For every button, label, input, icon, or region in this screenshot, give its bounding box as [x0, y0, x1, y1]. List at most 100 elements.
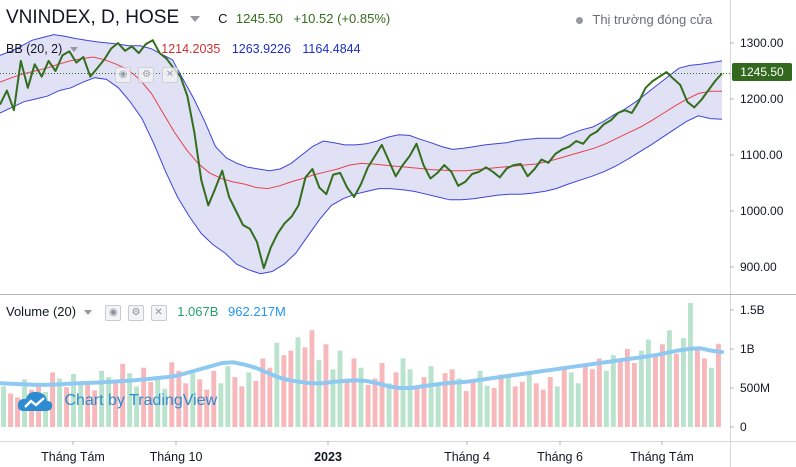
- volume-bar: [421, 377, 427, 427]
- close-label: C: [218, 11, 228, 26]
- volume-bar: [218, 383, 224, 427]
- volume-bar: [379, 363, 385, 427]
- volume-bar: [674, 353, 679, 427]
- volume-bar: [106, 377, 112, 427]
- volume-ma-value: 962.217M: [228, 304, 286, 319]
- volume-value: 1.067B: [177, 304, 219, 319]
- volume-ma-line: [0, 346, 724, 390]
- volume-bar: [624, 349, 630, 427]
- last-price-tag: 1245.50: [732, 63, 792, 81]
- volume-bar: [92, 390, 98, 427]
- volume-bar: [239, 386, 245, 427]
- remove-close-icon[interactable]: ✕: [161, 66, 178, 83]
- volume-bar: [337, 350, 343, 427]
- volume-bar: [64, 387, 69, 427]
- symbol-dropdown-icon[interactable]: [189, 15, 200, 22]
- bb-dropdown-icon[interactable]: [69, 47, 78, 53]
- volume-bar: [688, 303, 693, 427]
- volume-bar: [519, 381, 525, 427]
- volume-bar: [288, 350, 294, 427]
- volume-bar: [477, 370, 483, 427]
- visibility-eye-icon[interactable]: ◉: [115, 66, 131, 83]
- volume-bar: [169, 362, 175, 427]
- volume-bar: [99, 370, 105, 427]
- change-value: +10.52 (+0.85%): [293, 11, 391, 26]
- volume-bar: [695, 349, 700, 427]
- volume-bar: [681, 338, 686, 427]
- volume-bar: [8, 393, 13, 427]
- volume-bar: [120, 363, 126, 427]
- volume-bar: [50, 372, 55, 427]
- volume-bar: [1, 386, 7, 427]
- bb-lower-value: 1164.4844: [302, 42, 361, 56]
- volume-bar: [575, 383, 581, 427]
- volume-bar: [407, 369, 413, 427]
- volume-bar: [498, 374, 504, 427]
- volume-bar: [358, 367, 364, 427]
- volume-bar: [653, 356, 658, 427]
- volume-bar: [260, 358, 266, 427]
- volume-bar: [323, 344, 329, 427]
- volume-bar: [183, 383, 189, 427]
- bb-label[interactable]: BB (20, 2): [6, 42, 63, 56]
- volume-bar: [204, 389, 210, 427]
- volume-bar: [610, 355, 616, 427]
- volume-bar: [197, 379, 203, 427]
- volume-bar: [533, 383, 539, 427]
- volume-bar: [351, 358, 357, 427]
- time-tick-label: 2023: [314, 450, 342, 464]
- volume-bar: [302, 347, 308, 427]
- volume-settings-gear-icon[interactable]: ⚙: [127, 304, 144, 321]
- market-status-label: Thị trường đóng cửa: [592, 12, 713, 27]
- volume-bar: [645, 339, 651, 427]
- volume-bar: [617, 359, 623, 427]
- price-pane: [0, 34, 730, 275]
- volume-bar: [71, 374, 76, 427]
- bb-lower-line: [0, 77, 723, 275]
- symbol-title[interactable]: VNINDEX, D, HOSE: [6, 7, 180, 28]
- market-status-dot-icon: [576, 17, 583, 25]
- volume-bar: [638, 350, 644, 427]
- volume-bar: [57, 378, 62, 427]
- volume-bar: [15, 397, 20, 427]
- volume-bar: [484, 385, 490, 427]
- volume-bar: [582, 364, 588, 427]
- volume-bar: [253, 381, 259, 427]
- volume-bar: [554, 386, 560, 427]
- volume-bar: [316, 359, 322, 427]
- volume-bar: [85, 381, 91, 427]
- volume-controls: ◉ ⚙ ✕: [105, 304, 173, 321]
- volume-bar: [428, 366, 434, 427]
- time-tick-label: Tháng 4: [444, 450, 490, 464]
- settings-gear-icon[interactable]: ⚙: [138, 66, 155, 83]
- volume-bar: [596, 358, 602, 427]
- volume-bar: [414, 386, 420, 427]
- volume-bar: [716, 343, 721, 427]
- volume-bar: [232, 377, 238, 427]
- volume-tick-label: 1B: [740, 342, 755, 356]
- volume-remove-close-icon[interactable]: ✕: [150, 304, 167, 321]
- volume-visibility-eye-icon[interactable]: ◉: [105, 304, 122, 321]
- volume-bar: [225, 366, 231, 427]
- volume-bar: [211, 370, 217, 427]
- volume-bar: [78, 384, 84, 427]
- time-tick-label: Tháng Tám: [630, 450, 694, 464]
- volume-bar: [393, 372, 399, 427]
- volume-tick-label: 1.5B: [740, 303, 765, 317]
- volume-bar: [113, 383, 119, 427]
- price-tick-label: 1000.00: [740, 204, 784, 218]
- volume-dropdown-icon[interactable]: [83, 310, 92, 316]
- time-tick-label: Tháng Tám: [41, 450, 105, 464]
- volume-bar: [603, 370, 609, 427]
- volume-bar: [372, 378, 378, 427]
- volume-bar: [141, 367, 147, 427]
- volume-label[interactable]: Volume (20): [6, 304, 77, 319]
- price-tick-label: 900.00: [740, 260, 777, 274]
- watermark-text: Chart by TradingView: [64, 392, 218, 409]
- tradingview-watermark[interactable]: Chart by TradingView: [16, 386, 217, 416]
- time-tick-label: Tháng 6: [537, 450, 583, 464]
- close-value: 1245.50: [235, 11, 283, 26]
- volume-bar: [309, 330, 315, 427]
- volume-bar: [491, 388, 497, 427]
